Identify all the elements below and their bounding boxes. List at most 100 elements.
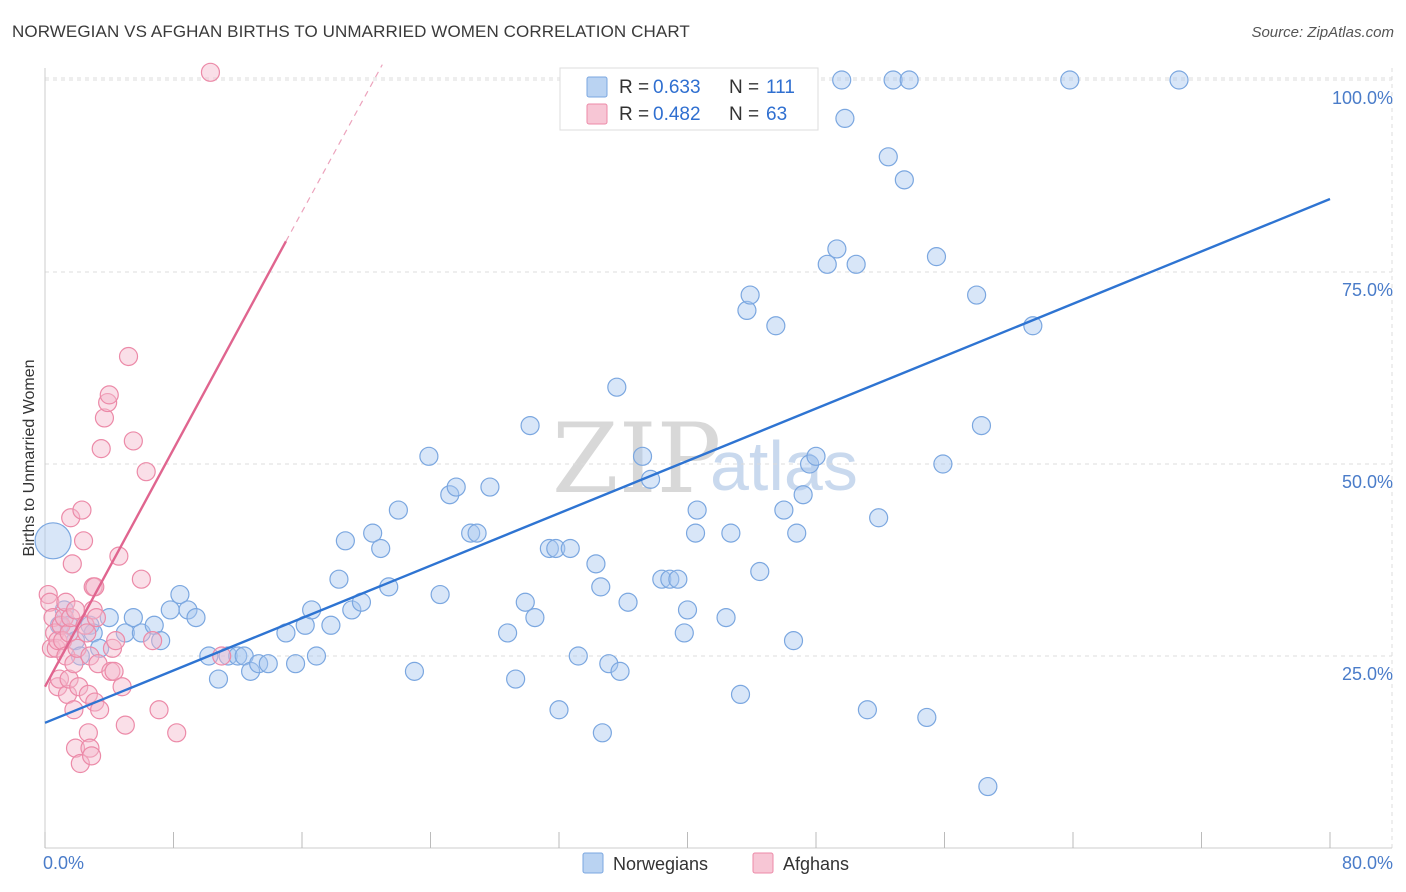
norwegian-point[interactable] bbox=[685, 523, 706, 543]
afghan-point[interactable] bbox=[115, 715, 135, 735]
norwegian-point[interactable] bbox=[1169, 70, 1189, 90]
norwegian-point[interactable] bbox=[967, 285, 987, 305]
norwegian-point[interactable] bbox=[419, 446, 439, 466]
bottom-legend-swatch-norwegians[interactable] bbox=[582, 852, 604, 874]
norwegian-point[interactable] bbox=[546, 538, 566, 559]
norwegian-point[interactable] bbox=[170, 584, 190, 605]
norwegian-point[interactable] bbox=[520, 416, 540, 436]
norwegian-point[interactable] bbox=[1060, 70, 1080, 90]
norwegian-point[interactable] bbox=[440, 485, 460, 505]
afghan-point[interactable] bbox=[61, 508, 81, 528]
norwegian-point[interactable] bbox=[774, 500, 794, 520]
norwegian-point[interactable] bbox=[978, 776, 998, 797]
norwegian-point[interactable] bbox=[539, 538, 559, 559]
norwegian-point[interactable] bbox=[586, 554, 606, 574]
afghan-point[interactable] bbox=[143, 631, 163, 651]
norwegian-point[interactable] bbox=[894, 170, 914, 190]
norwegian-point[interactable] bbox=[883, 70, 903, 90]
norwegian-point[interactable] bbox=[70, 646, 90, 666]
afghan-point[interactable] bbox=[48, 677, 68, 697]
norwegian-point[interactable] bbox=[799, 454, 820, 474]
bottom-legend-swatch-afghans[interactable] bbox=[752, 852, 774, 874]
norwegian-point[interactable] bbox=[115, 623, 135, 643]
afghan-point[interactable] bbox=[80, 738, 100, 758]
afghan-point[interactable] bbox=[78, 723, 98, 743]
norwegian-point[interactable] bbox=[677, 600, 698, 620]
norwegian-point[interactable] bbox=[899, 70, 919, 90]
norwegian-point[interactable] bbox=[480, 477, 500, 497]
afghan-point[interactable] bbox=[54, 607, 74, 628]
norwegian-point[interactable] bbox=[363, 523, 383, 543]
norwegian-point[interactable] bbox=[766, 316, 786, 336]
norwegian-point[interactable] bbox=[568, 646, 588, 666]
norwegian-point[interactable] bbox=[750, 561, 770, 582]
norwegian-point[interactable] bbox=[321, 615, 341, 635]
afghan-point[interactable] bbox=[40, 592, 60, 612]
norwegian-point[interactable] bbox=[404, 661, 425, 681]
afghan-point[interactable] bbox=[106, 631, 126, 651]
norwegian-point[interactable] bbox=[592, 723, 612, 743]
afghan-point[interactable] bbox=[73, 531, 94, 551]
norwegian-point[interactable] bbox=[430, 584, 450, 605]
norwegian-point[interactable] bbox=[506, 669, 526, 689]
norwegian-point[interactable] bbox=[806, 446, 826, 466]
norwegian-point[interactable] bbox=[329, 569, 349, 589]
norwegian-point[interactable] bbox=[178, 600, 198, 620]
afghan-point[interactable] bbox=[136, 462, 156, 482]
afghan-point[interactable] bbox=[48, 631, 68, 651]
norwegian-point[interactable] bbox=[835, 108, 855, 129]
norwegian-point[interactable] bbox=[549, 700, 569, 720]
norwegian-point[interactable] bbox=[335, 531, 355, 551]
norwegian-point[interactable] bbox=[208, 669, 229, 689]
norwegian-point[interactable] bbox=[80, 615, 100, 635]
norwegian-point[interactable] bbox=[123, 607, 143, 628]
afghan-point[interactable] bbox=[59, 669, 79, 689]
bottom-legend-label-afghans[interactable]: Afghans bbox=[783, 854, 849, 874]
norwegian-point[interactable] bbox=[306, 646, 327, 666]
norwegian-point[interactable] bbox=[832, 70, 852, 90]
norwegian-point[interactable] bbox=[740, 285, 760, 305]
norwegian-point[interactable] bbox=[933, 454, 953, 474]
norwegian-point[interactable] bbox=[515, 592, 535, 612]
norwegian-point[interactable] bbox=[783, 631, 804, 651]
norwegian-point[interactable] bbox=[151, 631, 171, 651]
norwegian-point[interactable] bbox=[926, 247, 947, 267]
afghan-point[interactable] bbox=[78, 684, 98, 705]
afghan-point[interactable] bbox=[91, 439, 111, 459]
afghan-point[interactable] bbox=[62, 554, 82, 574]
afghan-point[interactable] bbox=[51, 615, 71, 635]
norwegian-point[interactable] bbox=[668, 569, 688, 589]
norwegian-point[interactable] bbox=[607, 377, 627, 397]
norwegian-point[interactable] bbox=[258, 654, 278, 674]
norwegian-point[interactable] bbox=[610, 661, 630, 681]
norwegian-point[interactable] bbox=[878, 147, 898, 167]
norwegian-point[interactable] bbox=[285, 654, 306, 674]
norwegian-point[interactable] bbox=[721, 523, 741, 543]
norwegian-point[interactable] bbox=[599, 654, 619, 674]
afghan-point[interactable] bbox=[38, 584, 58, 605]
norwegian-point[interactable] bbox=[186, 607, 206, 628]
norwegian-point[interactable] bbox=[525, 607, 545, 628]
norwegian-point[interactable] bbox=[730, 684, 751, 705]
norwegian-point[interactable] bbox=[228, 646, 248, 666]
afghan-point[interactable] bbox=[118, 346, 139, 367]
norwegian-point[interactable] bbox=[241, 661, 261, 681]
afghan-point[interactable] bbox=[167, 723, 187, 743]
norwegian-point[interactable] bbox=[446, 477, 466, 497]
norwegian-point[interactable] bbox=[249, 654, 269, 674]
afghan-point[interactable] bbox=[81, 746, 102, 766]
norwegian-point[interactable] bbox=[857, 700, 878, 720]
afghan-point[interactable] bbox=[86, 607, 107, 628]
norwegian-point[interactable] bbox=[827, 239, 847, 259]
norwegian-point[interactable] bbox=[917, 707, 937, 728]
afghan-point[interactable] bbox=[80, 646, 100, 666]
norwegian-point[interactable] bbox=[591, 577, 611, 597]
afghan-point[interactable] bbox=[72, 500, 92, 520]
norwegian-point[interactable] bbox=[869, 508, 889, 528]
norwegian-point[interactable] bbox=[461, 523, 481, 543]
afghan-point[interactable] bbox=[102, 638, 123, 658]
norwegian-point[interactable] bbox=[632, 446, 653, 466]
afghan-point[interactable] bbox=[200, 62, 221, 82]
afghan-point[interactable] bbox=[149, 700, 169, 720]
afghan-point[interactable] bbox=[64, 654, 84, 674]
